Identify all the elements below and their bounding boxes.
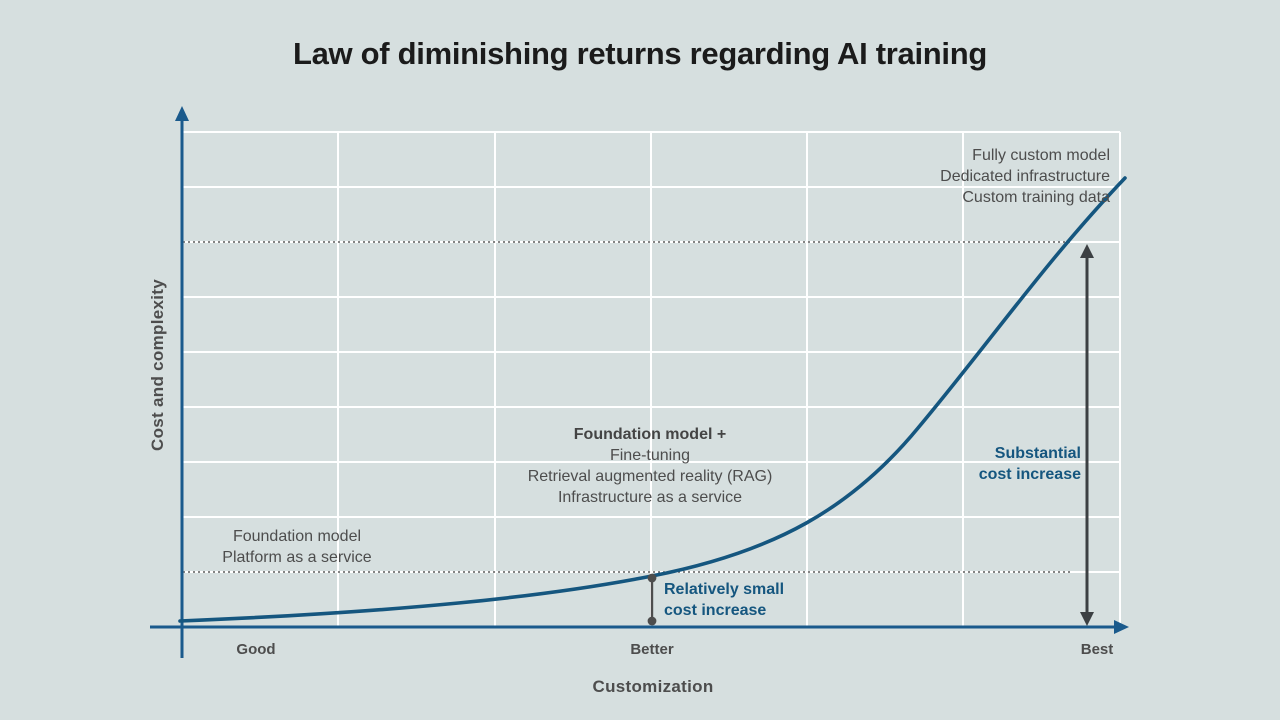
label-line: Substantial: [994, 445, 1081, 462]
x-axis-label: Customization: [592, 677, 714, 696]
y-axis-label: Cost and complexity: [148, 279, 167, 451]
page-title: Law of diminishing returns regarding AI …: [292, 36, 988, 71]
annotation-fully-custom-model: Fully custom model Dedicated infrastruct…: [940, 145, 1110, 208]
annotation-foundation-model: Foundation model Platform as a service: [222, 526, 371, 568]
annotation-line: Fully custom model: [972, 147, 1110, 164]
label-line: cost increase: [978, 466, 1081, 483]
annotation-line: Dedicated infrastructure: [940, 168, 1110, 185]
annotation-line: Retrieval augmented reality (RAG): [527, 468, 773, 485]
annotation-line: Foundation model +: [573, 426, 727, 443]
annotation-line: Fine-tuning: [609, 447, 691, 464]
y-axis-arrow-icon: [175, 106, 189, 121]
x-axis-arrow-icon: [1114, 620, 1129, 634]
cost-curve: [178, 176, 1127, 623]
gridlines: [182, 131, 1121, 627]
label-line: Relatively small: [664, 581, 785, 598]
label-substantial-cost-increase: Substantial cost increase: [979, 443, 1081, 485]
connector-dot-top: [647, 573, 657, 583]
axes: [150, 106, 1129, 658]
small-increase-connector: [647, 573, 657, 626]
annotation-line: Foundation model: [232, 528, 362, 545]
annotation-line: Custom training data: [962, 189, 1110, 206]
label-relatively-small-cost-increase: Relatively small cost increase: [664, 579, 784, 621]
x-tick-good: Good: [236, 641, 276, 658]
connector-dot-bottom: [647, 616, 657, 626]
annotation-line: Infrastructure as a service: [557, 489, 743, 506]
substantial-increase-arrow-icon: [1080, 244, 1094, 626]
x-tick-better: Better: [630, 641, 674, 658]
annotation-foundation-model-plus: Foundation model + Fine-tuning Retrieval…: [528, 424, 773, 508]
x-tick-best: Best: [1080, 641, 1114, 658]
annotation-line: Platform as a service: [222, 549, 372, 566]
label-line: cost increase: [664, 602, 767, 619]
